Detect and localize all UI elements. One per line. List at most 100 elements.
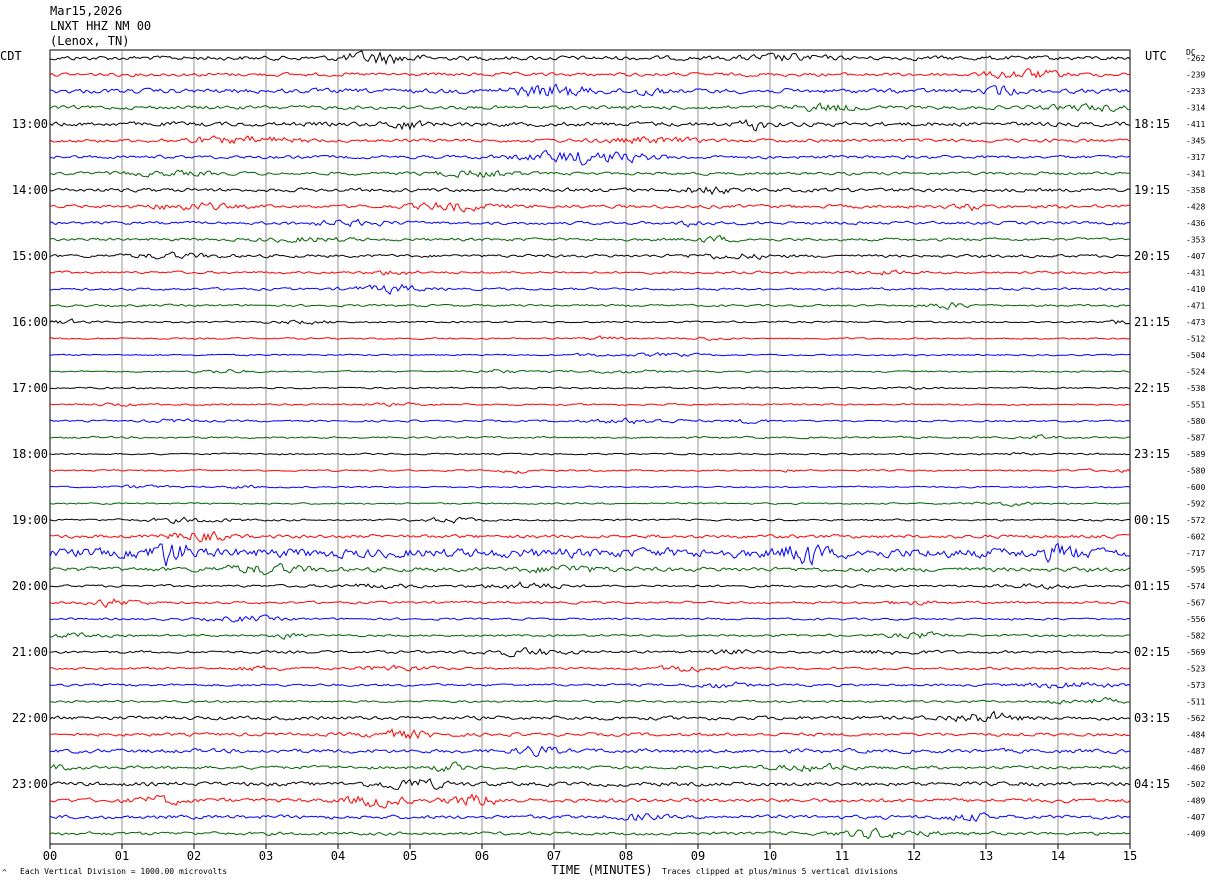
seismic-trace-34 — [49, 614, 1131, 623]
dc-offset-label: -580 — [1186, 467, 1205, 476]
seismic-trace-5 — [49, 135, 1131, 145]
left-hour-label: 20:00 — [12, 579, 48, 593]
dc-offset-label: -589 — [1186, 450, 1205, 459]
x-tick-label: 12 — [907, 849, 921, 863]
seismic-trace-23 — [49, 434, 1131, 440]
seismic-trace-28 — [49, 516, 1131, 524]
left-hour-label: 15:00 — [12, 249, 48, 263]
dc-offset-label: -569 — [1186, 648, 1205, 657]
dc-offset-label: -602 — [1186, 533, 1205, 542]
chart-date: Mar15,2026 — [50, 4, 123, 18]
x-axis-title: TIME (MINUTES) — [551, 863, 652, 877]
trace-layer — [49, 50, 1131, 840]
clipping-note: Traces clipped at plus/minus 5 vertical … — [662, 867, 899, 876]
seismic-trace-37 — [49, 664, 1131, 673]
label-layer: 00 01 02 03 04 05 06 07 08 09 10 11 12 13 14 15 TIME (MI… — [12, 54, 1206, 877]
seismic-trace-14 — [49, 283, 1131, 296]
seismic-trace-3 — [49, 102, 1131, 113]
left-hour-label: 17:00 — [12, 381, 48, 395]
right-hour-label: 03:15 — [1134, 711, 1170, 725]
x-tick-label: 05 — [403, 849, 417, 863]
seismic-trace-8 — [49, 186, 1131, 196]
dc-offset-label: -358 — [1186, 186, 1205, 195]
seismic-trace-32 — [49, 581, 1131, 590]
x-tick-label: 14 — [1051, 849, 1065, 863]
x-tick-label: 06 — [475, 849, 489, 863]
seismic-trace-47 — [49, 827, 1131, 840]
left-hour-label: 13:00 — [12, 117, 48, 131]
x-tick-label: 10 — [763, 849, 777, 863]
dc-offset-label: -595 — [1186, 566, 1205, 575]
dc-header-label: DC — [1186, 48, 1196, 57]
left-hour-label: 22:00 — [12, 711, 48, 725]
seismic-trace-0 — [50, 50, 1131, 66]
dc-offset-label: -353 — [1186, 236, 1205, 245]
dc-offset-label: -717 — [1186, 549, 1205, 558]
seismic-trace-31 — [49, 562, 1131, 576]
seismic-trace-4 — [49, 118, 1131, 132]
x-tick-label: 09 — [691, 849, 705, 863]
dc-offset-label: -428 — [1186, 203, 1205, 212]
dc-offset-label: -410 — [1186, 285, 1205, 294]
seismic-trace-22 — [50, 417, 1131, 425]
left-hour-label: 16:00 — [12, 315, 48, 329]
dc-offset-label: -582 — [1186, 632, 1205, 641]
dc-offset-label: -407 — [1186, 813, 1205, 822]
seismic-trace-36 — [49, 647, 1131, 658]
seismic-trace-38 — [49, 681, 1131, 689]
dc-offset-label: -511 — [1186, 698, 1205, 707]
seismic-trace-35 — [49, 631, 1131, 641]
dc-offset-label: -538 — [1186, 384, 1205, 393]
seismic-trace-15 — [49, 301, 1131, 310]
seismic-trace-21 — [49, 402, 1131, 407]
right-hour-label: 04:15 — [1134, 777, 1170, 791]
dc-offset-label: -411 — [1186, 120, 1205, 129]
x-tick-label: 08 — [619, 849, 633, 863]
dc-offset-label: -587 — [1186, 434, 1205, 443]
dc-offset-label: -556 — [1186, 615, 1205, 624]
left-hour-label: 23:00 — [12, 777, 48, 791]
seismic-trace-2 — [49, 83, 1131, 98]
dc-offset-label: -592 — [1186, 500, 1205, 509]
x-tick-label: 00 — [43, 849, 57, 863]
dc-offset-label: -574 — [1186, 582, 1205, 591]
dc-offset-label: -239 — [1186, 71, 1205, 80]
seismic-trace-42 — [49, 745, 1130, 758]
x-tick-label: 02 — [187, 849, 201, 863]
dc-offset-label: -473 — [1186, 318, 1205, 327]
seismic-trace-10 — [49, 218, 1131, 228]
seismic-trace-44 — [49, 778, 1131, 790]
dc-offset-label: -504 — [1186, 351, 1205, 360]
right-hour-label: 20:15 — [1134, 249, 1170, 263]
seismic-trace-7 — [50, 169, 1131, 179]
vertical-division-note: Each Vertical Division = 1000.00 microvo… — [20, 867, 228, 876]
chart-location: (Lenox, TN) — [50, 34, 130, 48]
grid-layer — [49, 49, 1131, 849]
dc-offset-label: -431 — [1186, 269, 1205, 278]
seismic-trace-41 — [49, 728, 1131, 740]
right-hour-label: 22:15 — [1134, 381, 1170, 395]
chart-station: LNXT HHZ NM 00 — [50, 19, 152, 33]
right-timezone-label: UTC — [1145, 49, 1167, 63]
seismic-trace-18 — [49, 352, 1131, 358]
dc-offset-label: -345 — [1186, 137, 1205, 146]
dc-offset-label: -573 — [1186, 681, 1205, 690]
seismic-trace-13 — [49, 269, 1131, 276]
x-tick-label: 13 — [979, 849, 993, 863]
dc-offset-label: -436 — [1186, 219, 1205, 228]
seismic-trace-11 — [49, 235, 1131, 244]
right-hour-label: 00:15 — [1134, 513, 1170, 527]
dc-offset-label: -562 — [1186, 714, 1205, 723]
seismic-trace-20 — [49, 386, 1131, 390]
dc-offset-label: -580 — [1186, 417, 1205, 426]
left-timezone-label: CDT — [0, 49, 22, 63]
seismic-trace-40 — [49, 710, 1131, 723]
right-hour-label: 21:15 — [1134, 315, 1170, 329]
x-tick-label: 04 — [331, 849, 345, 863]
x-tick-label: 01 — [115, 849, 129, 863]
seismic-trace-43 — [49, 761, 1131, 773]
dc-offset-label: -314 — [1186, 104, 1205, 113]
right-hour-label: 19:15 — [1134, 183, 1170, 197]
right-hour-label: 23:15 — [1134, 447, 1170, 461]
